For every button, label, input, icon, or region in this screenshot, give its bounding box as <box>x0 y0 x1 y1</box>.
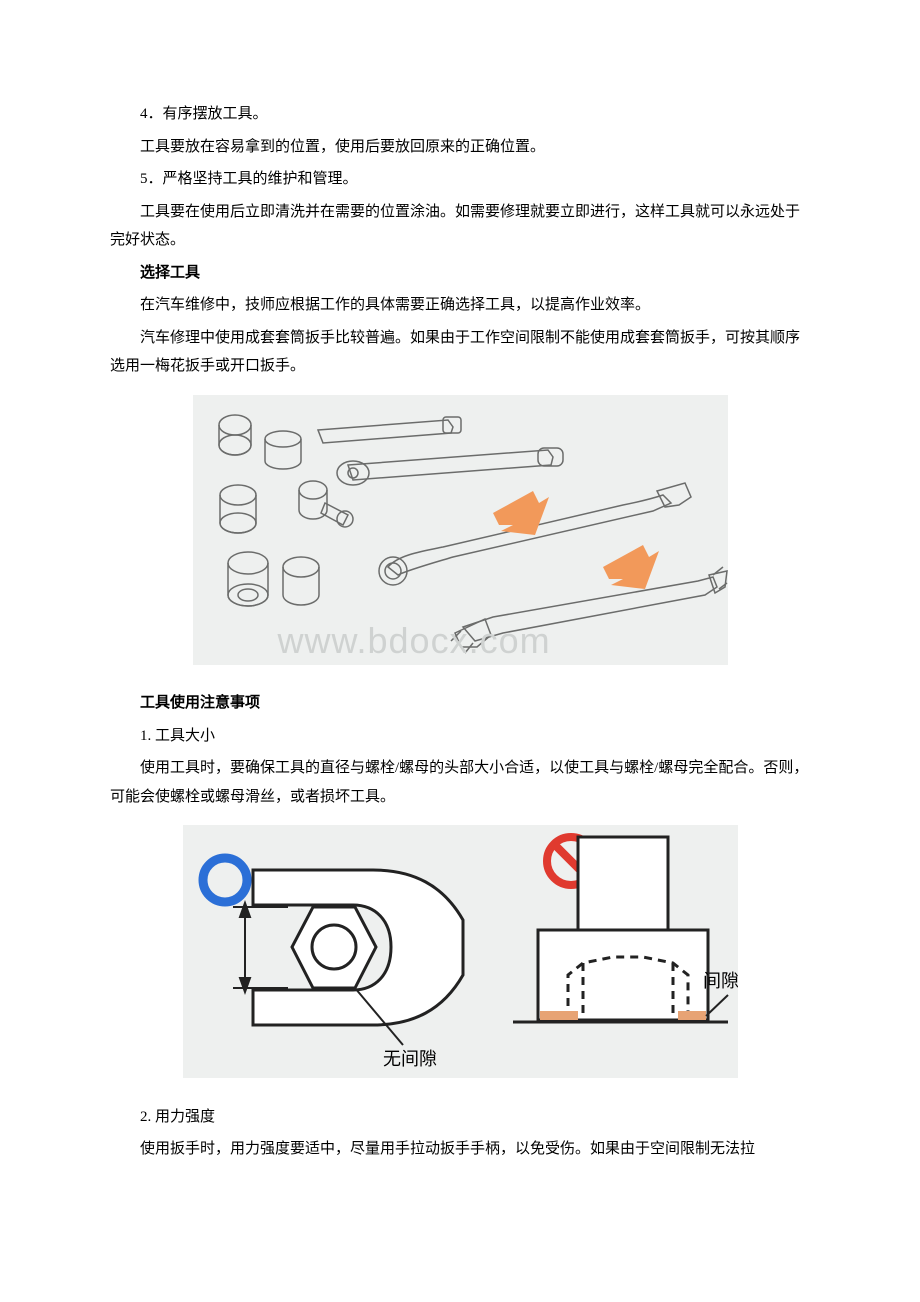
para-item-5: 5．严格坚持工具的维护和管理。 <box>110 165 810 194</box>
heading-select-tool: 选择工具 <box>110 259 810 288</box>
para-size-title: 1. 工具大小 <box>110 722 810 751</box>
para-size-body: 使用工具时，要确保工具的直径与螺栓/螺母的头部大小合适，以使工具与螺栓/螺母完全… <box>110 754 810 811</box>
para-select-2: 汽车修理中使用成套套筒扳手比较普遍。如果由于工作空间限制不能使用成套套筒扳手，可… <box>110 324 810 381</box>
para-force-body: 使用扳手时，用力强度要适中，尽量用手拉动扳手手柄，以免受伤。如果由于空间限制无法… <box>110 1135 810 1164</box>
figure-2: 无间隙 <box>183 825 738 1078</box>
figure-2-svg: 无间隙 <box>183 825 738 1078</box>
para-select-1: 在汽车维修中，技师应根据工作的具体需要正确选择工具，以提高作业效率。 <box>110 291 810 320</box>
figure-2-container: 无间隙 <box>110 825 810 1089</box>
label-no-gap: 无间隙 <box>383 1049 437 1069</box>
para-item-5-body: 工具要在使用后立即清洗并在需要的位置涂油。如需要修理就要立即进行，这样工具就可以… <box>110 198 810 255</box>
para-force-title: 2. 用力强度 <box>110 1103 810 1132</box>
figure-1-container: www.bdocx.com <box>110 395 810 676</box>
figure-1-svg <box>193 395 728 665</box>
heading-precautions: 工具使用注意事项 <box>110 689 810 718</box>
para-item-4: 4．有序摆放工具。 <box>110 100 810 129</box>
label-gap: 间隙 <box>703 971 738 991</box>
figure-1: www.bdocx.com <box>193 395 728 665</box>
para-item-4-body: 工具要放在容易拿到的位置，使用后要放回原来的正确位置。 <box>110 133 810 162</box>
